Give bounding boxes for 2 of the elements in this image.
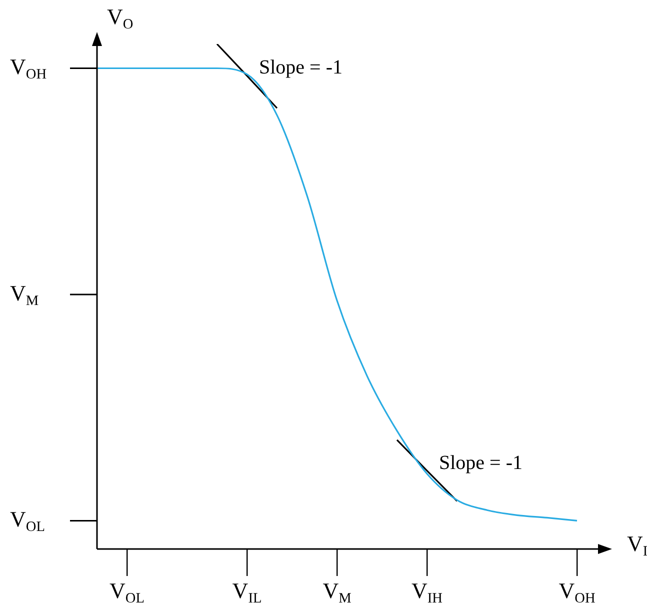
annotation: Slope = -1 bbox=[439, 452, 522, 474]
annotation: Slope = -1 bbox=[259, 56, 342, 78]
